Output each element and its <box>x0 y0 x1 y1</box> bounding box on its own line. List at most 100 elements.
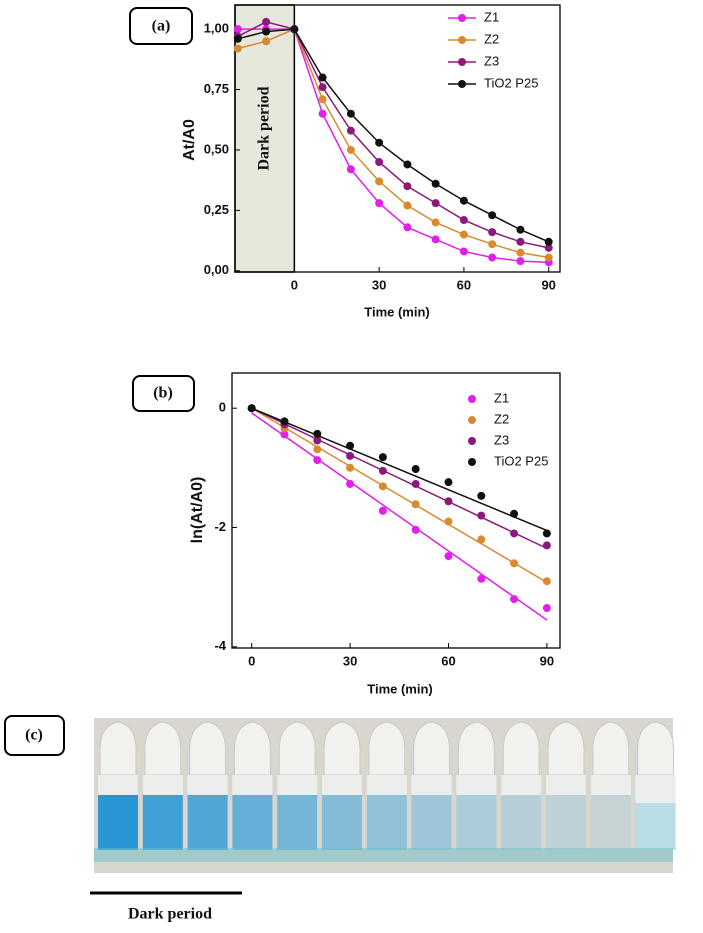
data-point <box>346 441 355 450</box>
data-point <box>411 465 420 474</box>
data-point <box>431 179 440 188</box>
data-point <box>444 552 453 561</box>
data-point <box>378 482 387 491</box>
panel-label: (c) <box>25 727 43 744</box>
x-tick-label: 90 <box>541 277 555 292</box>
x-axis-label: Time (min) <box>367 681 433 696</box>
tube-cap <box>413 721 451 776</box>
data-point <box>488 240 497 249</box>
tubes <box>94 721 676 862</box>
data-point <box>411 525 420 534</box>
data-point <box>411 500 420 509</box>
annotation: Dark period <box>255 86 272 170</box>
legend-label: TiO2 P25 <box>484 75 538 90</box>
tube-top <box>187 775 228 795</box>
fit-line <box>251 407 548 532</box>
data-point <box>542 529 551 538</box>
data-point <box>477 535 486 544</box>
data-point <box>346 451 355 460</box>
panel-box <box>4 715 65 756</box>
fit-line <box>251 407 548 550</box>
tube-liquid <box>411 795 452 850</box>
tube-liquid <box>232 795 273 850</box>
data-point <box>318 109 327 118</box>
y-tick-label: 0,00 <box>204 262 229 277</box>
data-point <box>280 430 289 439</box>
data-point <box>403 223 412 232</box>
tube-top <box>322 775 362 795</box>
data-point <box>378 506 387 515</box>
tube-liquid <box>322 795 362 850</box>
data-point <box>346 463 355 472</box>
data-point <box>346 109 355 118</box>
data-point <box>375 177 384 186</box>
legend-label: Z3 <box>484 53 499 68</box>
x-axis-label: Time (min) <box>364 304 430 319</box>
y-tick-label: -4 <box>214 638 226 653</box>
data-point <box>444 517 453 526</box>
legend-marker <box>458 80 466 88</box>
tube-liquid <box>187 795 228 850</box>
y-tick-label: 1,00 <box>204 21 229 36</box>
y-tick-label: 0,50 <box>204 141 229 156</box>
panel-box <box>132 375 195 412</box>
x-tick-label: 90 <box>540 653 554 668</box>
tube-top <box>590 775 631 795</box>
data-point <box>403 160 412 169</box>
data-point <box>516 225 525 234</box>
data-point <box>510 595 519 604</box>
data-point <box>444 478 453 487</box>
x-tick-label: 0 <box>291 277 298 292</box>
tube-liquid <box>546 795 586 850</box>
data-point <box>346 165 355 174</box>
data-point <box>459 230 468 239</box>
data-point <box>378 466 387 475</box>
y-axis-label: At/A0 <box>181 119 198 161</box>
y-axis-label: ln(At/A0) <box>189 477 206 544</box>
tube-liquid <box>456 795 497 850</box>
fit-line <box>251 407 548 584</box>
tube-top <box>456 775 497 795</box>
data-point <box>346 126 355 135</box>
data-point <box>375 158 384 167</box>
y-tick-label: 0,25 <box>204 202 229 217</box>
legend-label: Z3 <box>494 432 509 447</box>
x-tick-label: 0 <box>248 653 255 668</box>
legend-marker <box>468 416 476 424</box>
tube-liquid <box>277 795 318 850</box>
tube-base <box>94 848 673 862</box>
data-point <box>459 247 468 256</box>
tube-top <box>635 775 676 803</box>
tube-cap <box>368 721 406 776</box>
tube-liquid <box>590 795 631 850</box>
data-point <box>431 199 440 208</box>
tube-liquid <box>366 795 407 850</box>
data-point <box>488 211 497 220</box>
legend-marker <box>468 458 476 466</box>
tube-cap <box>547 721 585 776</box>
legend-label: Z1 <box>494 390 509 405</box>
x-tick-label: 60 <box>457 277 471 292</box>
data-point <box>318 73 327 82</box>
y-tick-label: 0,75 <box>204 81 229 96</box>
tube-top <box>501 775 542 795</box>
tube-cap <box>278 721 316 776</box>
legend-marker <box>468 437 476 445</box>
series-line <box>237 28 549 259</box>
data-point <box>375 138 384 147</box>
tube-liquid <box>635 803 676 850</box>
photo-caption: Dark period <box>128 906 212 923</box>
data-point <box>403 182 412 191</box>
y-tick-label: -2 <box>214 519 226 534</box>
data-point <box>262 17 271 26</box>
x-tick-label: 30 <box>343 653 357 668</box>
data-point <box>431 218 440 227</box>
data-point <box>488 253 497 262</box>
legend-marker <box>468 395 476 403</box>
tube-cap <box>233 721 271 776</box>
tube-liquid <box>501 795 542 850</box>
data-point <box>233 34 242 43</box>
tube-top <box>142 775 183 795</box>
data-point <box>516 257 525 266</box>
